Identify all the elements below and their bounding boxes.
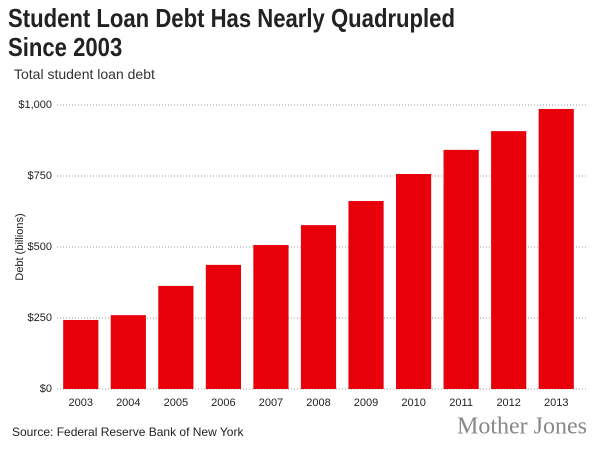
x-tick-label: 2008 xyxy=(306,397,330,409)
y-tick-label: $0 xyxy=(40,383,52,395)
x-tick-label: 2010 xyxy=(401,397,425,409)
bar xyxy=(491,131,527,390)
y-axis-label: Debt (billions) xyxy=(14,213,26,280)
x-tick-label: 2005 xyxy=(164,397,188,409)
x-tick-label: 2012 xyxy=(496,397,520,409)
bar xyxy=(205,264,242,389)
logo: Mother Jones xyxy=(457,414,587,440)
chart-subtitle: Total student loan debt xyxy=(14,66,155,82)
bar xyxy=(253,245,289,389)
y-tick-label: $750 xyxy=(28,170,52,182)
bar xyxy=(158,285,194,389)
x-tick-label: 2004 xyxy=(116,397,140,409)
bar xyxy=(63,319,99,389)
bar xyxy=(395,174,432,389)
x-tick-label: 2013 xyxy=(544,397,568,409)
y-tick-label: $500 xyxy=(28,241,52,253)
x-tick-label: 2009 xyxy=(354,397,378,409)
source: Source: Federal Reserve Bank of New York xyxy=(12,425,244,439)
x-tick-label: 2006 xyxy=(211,397,235,409)
x-tick-label: 2011 xyxy=(449,397,473,409)
x-tick-label: 2007 xyxy=(259,397,283,409)
chart-title: Student Loan Debt Has Nearly Quadrupled … xyxy=(8,3,455,62)
x-tick-label: 2003 xyxy=(69,397,93,409)
bar xyxy=(348,200,384,389)
y-tick-label: $1,000 xyxy=(18,99,52,111)
y-tick-label: $250 xyxy=(28,312,52,324)
bar xyxy=(538,108,574,389)
bar xyxy=(300,225,337,389)
bar xyxy=(443,149,479,389)
bar xyxy=(110,315,146,389)
